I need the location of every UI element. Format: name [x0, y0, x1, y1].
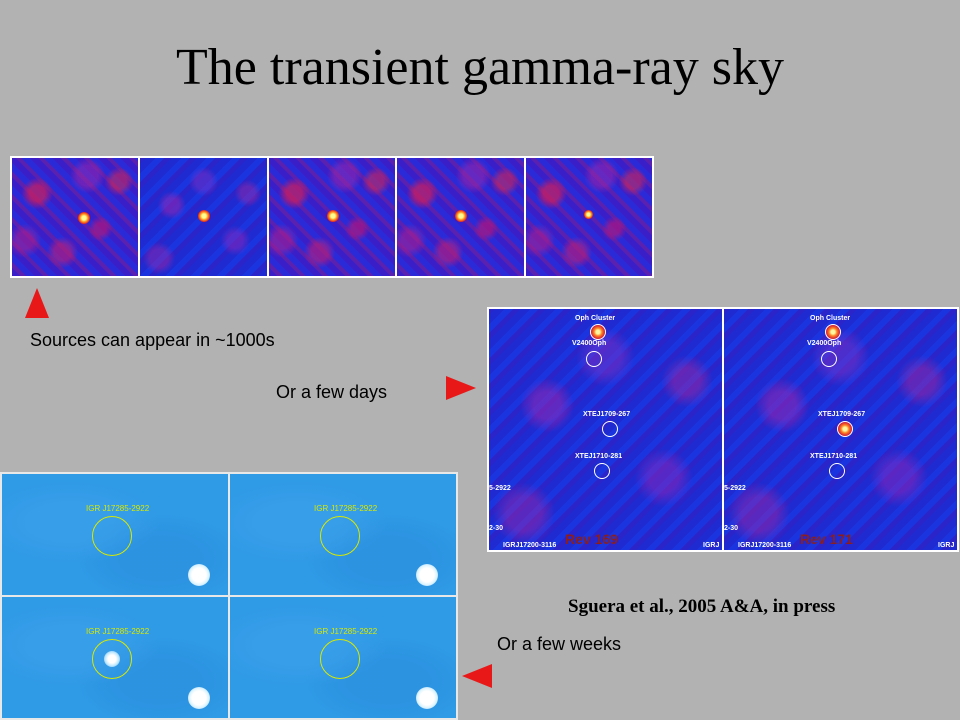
rev-label: Rev 169 [565, 531, 618, 547]
source-label: V2400Oph [807, 340, 842, 347]
source-spot [326, 210, 339, 222]
slide-title: The transient gamma-ray sky [176, 39, 784, 96]
source-label: XTEJ1710-281 [810, 453, 858, 460]
edge-label: IGRJ [938, 542, 955, 549]
edge-label: IGRJ17200-3116 [503, 542, 557, 549]
source-label: XTEJ1710-281 [575, 453, 623, 460]
sky-map-pair: Oph Cluster V2400Oph XTEJ1709-267 XTEJ17… [487, 307, 959, 552]
sky-frame-strip [10, 156, 654, 278]
source-ring [590, 324, 606, 340]
source-spot [78, 212, 90, 224]
source-label: Oph Cluster [810, 315, 851, 322]
source-ring [825, 324, 841, 340]
sky-frame-2 [140, 158, 267, 276]
source-ring [586, 351, 602, 367]
edge-label: IGRJ17200-3116 [738, 542, 792, 549]
caption-days: Or a few days [276, 382, 388, 402]
light-blue-panel-grid: IGR J17285-2922 IGR J17285-2922 IGR J172… [0, 472, 458, 720]
panel-3: IGR J17285-2922 [2, 597, 228, 718]
source-ring [320, 639, 360, 679]
source-label: XTEJ1709-267 [583, 411, 631, 418]
source-ring [320, 516, 360, 556]
source-label: IGR J17285-2922 [314, 504, 378, 513]
source-label: IGR J17285-2922 [86, 627, 150, 636]
panel-2: IGR J17285-2922 [230, 474, 456, 595]
source-spot [198, 210, 211, 222]
source-ring [837, 421, 853, 437]
source-ring [821, 351, 837, 367]
sky-frame-3 [268, 158, 396, 276]
source-spot [455, 210, 468, 222]
source-ring [602, 421, 618, 437]
edge-label: IGRJ [703, 542, 720, 549]
sky-map-rev169: Oph Cluster V2400Oph XTEJ1709-267 XTEJ17… [489, 309, 722, 550]
source-spot [583, 210, 593, 219]
caption-seconds: Sources can appear in ~1000s [30, 330, 275, 350]
rev-label: Rev 171 [800, 531, 853, 547]
source-ring [92, 639, 132, 679]
sky-frame-1 [12, 158, 139, 276]
arrow-right-icon [446, 376, 476, 400]
edge-label: 5-2922 [724, 485, 746, 492]
source-label: XTEJ1709-267 [818, 411, 866, 418]
panel-1: IGR J17285-2922 [2, 474, 228, 595]
source-ring [594, 463, 610, 479]
source-label: V2400Oph [572, 340, 607, 347]
citation: Sguera et al., 2005 A&A, in press [568, 596, 836, 617]
source-ring [92, 516, 132, 556]
edge-label: 2-30 [489, 525, 504, 532]
bright-source [188, 687, 210, 709]
bright-source [416, 564, 438, 586]
bright-source [188, 564, 210, 586]
sky-frame-4 [397, 158, 524, 276]
bright-source [416, 687, 438, 709]
arrow-left-icon [462, 664, 492, 688]
sky-frame-5 [525, 158, 653, 276]
source-label: IGR J17285-2922 [314, 627, 378, 636]
arrow-up-icon [25, 288, 49, 318]
source-label: IGR J17285-2922 [86, 504, 150, 513]
source-ring [829, 463, 845, 479]
sky-map-rev171: Oph Cluster V2400Oph XTEJ1709-267 XTEJ17… [724, 309, 957, 550]
edge-label: 2-30 [724, 525, 739, 532]
panel-4: IGR J17285-2922 [230, 597, 456, 718]
caption-weeks: Or a few weeks [497, 634, 622, 654]
edge-label: 5-2922 [489, 485, 511, 492]
source-label: Oph Cluster [575, 315, 616, 322]
